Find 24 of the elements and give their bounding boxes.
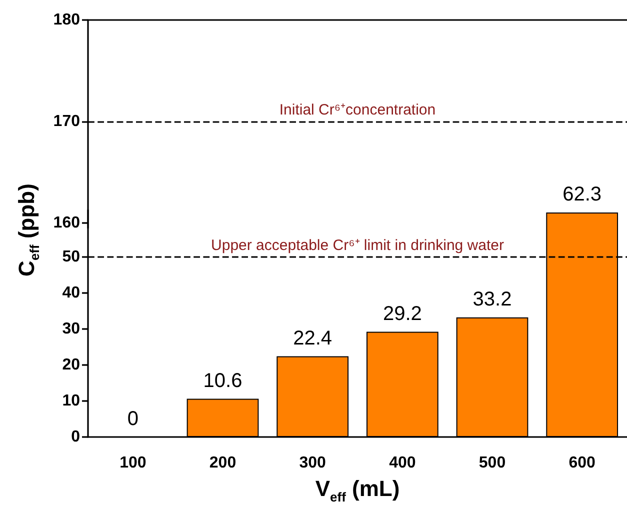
data-label: 62.3 bbox=[562, 184, 602, 206]
x-tick-label: 100 bbox=[120, 454, 146, 472]
data-label: 33.2 bbox=[472, 288, 512, 310]
y-tick-label: 10 bbox=[62, 392, 80, 410]
x-tick-label: 300 bbox=[299, 454, 326, 472]
x-tick-label: 600 bbox=[568, 454, 596, 472]
x-axis-title: V$_{eff}$ (mL) bbox=[314, 476, 401, 504]
x-tick-label: 200 bbox=[209, 454, 236, 472]
y-tick-label: 160 bbox=[53, 214, 80, 232]
ref-line-label: Upper acceptable Cr⁶⁺ limit in drinking water bbox=[211, 236, 504, 254]
ref-line-label: Initial Cr⁶⁺concentration bbox=[279, 101, 436, 118]
x-tick-label: 400 bbox=[389, 454, 416, 472]
y-tick-label: 20 bbox=[62, 356, 80, 374]
data-label: 22.4 bbox=[293, 327, 332, 350]
y-tick-label: 180 bbox=[53, 12, 80, 28]
y-tick-label: 50 bbox=[62, 248, 80, 266]
y-tick-label: 0 bbox=[71, 428, 80, 446]
data-label: 29.2 bbox=[382, 302, 422, 325]
y-tick-label: 30 bbox=[62, 320, 80, 338]
y-tick-label: 170 bbox=[53, 112, 80, 130]
y-tick-label: 40 bbox=[62, 284, 80, 302]
x-tick-label: 500 bbox=[478, 454, 506, 472]
data-label: 0 bbox=[127, 408, 138, 430]
data-label: 10.6 bbox=[203, 370, 242, 392]
